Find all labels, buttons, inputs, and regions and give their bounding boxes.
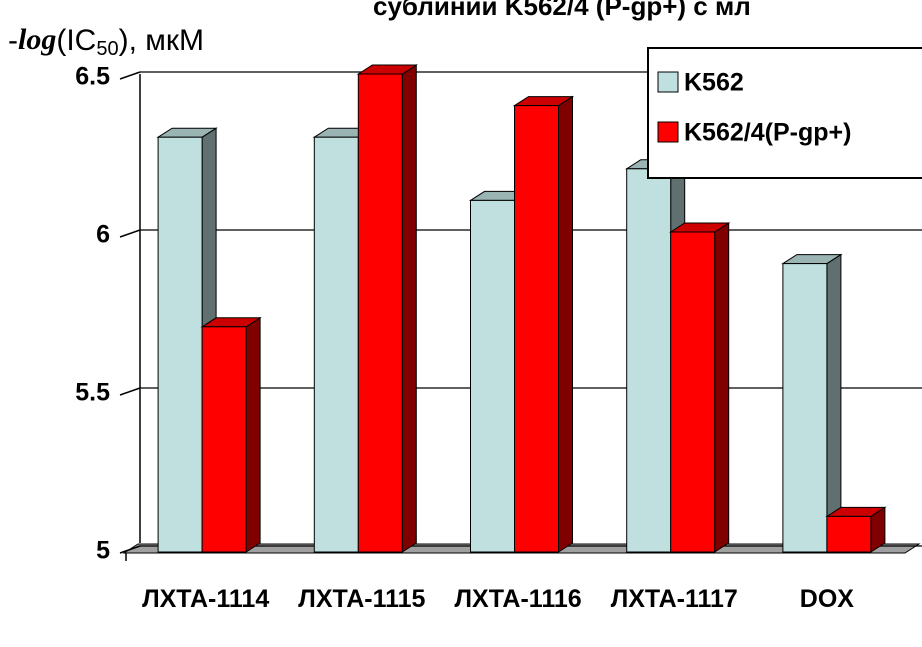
tick-mark	[119, 545, 141, 554]
bar-front	[514, 105, 559, 553]
bar-front	[626, 168, 672, 553]
tick-mark	[119, 71, 141, 80]
bar-front	[670, 231, 716, 553]
y-label-part: log	[18, 23, 56, 56]
bar-front	[826, 515, 872, 553]
legend-swatch	[657, 121, 679, 143]
x-tick-label: ЛХТА-1114	[142, 585, 270, 613]
bar	[356, 64, 419, 553]
bar-front	[782, 263, 828, 553]
legend-swatch	[657, 71, 679, 93]
tick-mark	[119, 229, 141, 238]
y-tick-label: 6.5	[75, 63, 110, 91]
y-axis-label: -log(IC50), мкМ	[8, 23, 204, 60]
legend-label: K562	[684, 69, 744, 97]
bar-side	[245, 316, 261, 553]
bar-side	[714, 222, 730, 553]
bar-front	[357, 73, 403, 553]
x-tick-label: ЛХТА-1116	[454, 585, 582, 613]
legend-box	[647, 47, 922, 179]
y-tick-label: 6	[96, 221, 110, 249]
tick-mark	[119, 387, 141, 396]
x-tick-label: DOX	[799, 585, 854, 613]
bar-side	[558, 95, 573, 553]
bar	[668, 222, 731, 553]
y-label-part: -	[8, 24, 18, 57]
y-label-part: 50	[96, 38, 118, 60]
bar-front	[470, 199, 515, 553]
bar-side	[401, 64, 417, 553]
bar	[781, 253, 843, 553]
x-tick-label: ЛХТА-1117	[610, 585, 738, 613]
y-tick-label: 5.5	[75, 379, 110, 407]
bar-side	[826, 253, 842, 553]
y-label-part: (IC	[56, 24, 96, 57]
x-tick-label: ЛХТА-1115	[298, 585, 426, 613]
bar	[825, 506, 887, 553]
bar-front	[201, 326, 247, 553]
bar-front	[313, 136, 359, 553]
bar	[512, 95, 575, 553]
bar	[200, 316, 262, 553]
bar-front	[157, 136, 203, 553]
y-label-part: ), мкМ	[119, 24, 204, 57]
y-tick-label: 5	[96, 537, 110, 565]
chart-title: сублиний K562/4 (P-gp+) с мл	[373, 0, 751, 21]
legend-label: K562/4(P-gp+)	[684, 119, 851, 147]
